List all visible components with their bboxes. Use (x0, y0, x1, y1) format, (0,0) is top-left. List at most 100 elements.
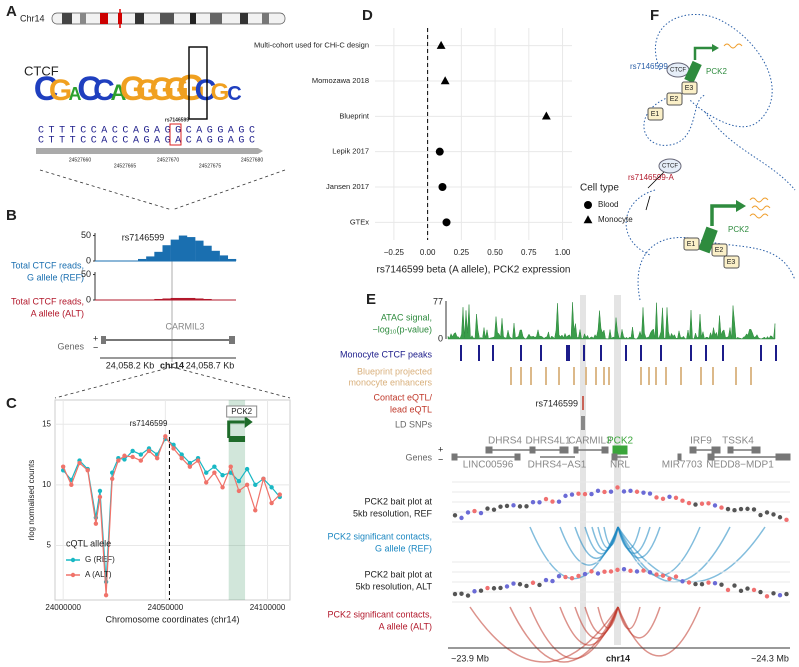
logo-letter: G (164, 71, 189, 107)
bait-point (628, 568, 633, 574)
legend-swatch (70, 572, 76, 578)
bait-point (641, 490, 646, 495)
y-tick-label: 50 (81, 230, 91, 240)
logo-letter: C (77, 70, 102, 108)
logo-letter: G (150, 71, 175, 107)
track-label: −log₁₀(p-value) (372, 324, 432, 334)
bait-point (582, 491, 588, 497)
enhancer (735, 367, 737, 385)
marker-label: rs7146599 (130, 419, 168, 428)
bait-point (563, 574, 568, 580)
snp-label: rs7146599 (535, 398, 578, 408)
track-label: Monocyte CTCF peaks (340, 349, 433, 359)
axis-label: chr14 (606, 653, 630, 663)
point (277, 492, 282, 497)
bait-point (459, 515, 464, 521)
ideogram (51, 9, 286, 28)
bait-point (569, 492, 575, 497)
bait-point (589, 569, 594, 574)
point (541, 111, 551, 120)
bait-point (530, 500, 536, 505)
enhancer (680, 367, 682, 385)
bait-point (595, 488, 601, 494)
bait-point (660, 496, 666, 501)
gene-label: DHRS4L1 (525, 436, 570, 447)
bait-point (660, 573, 666, 578)
axis-label: chr14 (160, 360, 184, 370)
contact-arc (603, 526, 619, 547)
ctcf-label: CTCF (662, 164, 678, 170)
bait-point (706, 580, 711, 585)
ld-snps (581, 416, 585, 430)
axis-label: ~24.3 Mb (751, 653, 789, 663)
gene-label: PCK2 (728, 225, 749, 234)
coordinate-label: 24527665 (114, 163, 136, 169)
bait-point (576, 491, 581, 496)
point (179, 452, 184, 457)
bait-point (550, 578, 555, 584)
gene-label: LINC00596 (463, 460, 514, 471)
point (236, 479, 242, 484)
snp-label: rs7146599-G (630, 62, 677, 71)
bait-point (686, 580, 692, 585)
x-tick-label: 0.25 (454, 248, 470, 257)
gene-models (451, 445, 791, 461)
bait-point (745, 506, 750, 512)
bait-point (504, 584, 510, 589)
x-tick-label: 24050000 (148, 603, 184, 612)
y-axis-label: rlog normalised counts (27, 460, 36, 540)
enhancer-track (510, 367, 752, 385)
bait-point (602, 569, 607, 574)
enhancer-label: E3 (727, 259, 736, 266)
enhancer-label: E2 (670, 96, 679, 103)
panel-label: D (362, 7, 373, 24)
track-label: G allele (REF) (27, 272, 84, 282)
logo-letter: A (69, 84, 82, 104)
bait-point (725, 506, 731, 512)
bait-point (485, 585, 490, 591)
peak (775, 345, 777, 361)
enhancer (712, 367, 714, 385)
bait-point (693, 502, 698, 507)
bait-point (680, 498, 685, 503)
panel-label: A (6, 3, 17, 20)
gene-arrow-head (244, 416, 253, 428)
bait-point (699, 581, 705, 587)
bait-point (589, 491, 594, 497)
logo-letter: C (93, 74, 115, 107)
enhancer-label: E1 (651, 111, 660, 118)
enhancer (585, 367, 587, 385)
enhancer (655, 367, 657, 385)
bait-point (771, 591, 776, 596)
point (116, 458, 121, 463)
bait-point (511, 503, 516, 508)
ref-sequence: CTTTCCACCAGAGGCAGGAGC (38, 126, 255, 137)
bait-point (784, 591, 789, 597)
gene-label: DHRS4 (488, 436, 522, 447)
gene-label: TSSK4 (722, 436, 754, 447)
bait-point (719, 505, 724, 510)
point (130, 454, 135, 460)
bar (138, 258, 147, 261)
bait-point (758, 589, 763, 595)
bait-point (751, 587, 757, 593)
bar (219, 255, 229, 261)
bait-point (550, 499, 555, 504)
point (204, 470, 209, 475)
peak (625, 345, 627, 361)
coordinate-labels: 24527660 24527665 24527670 24527675 2452… (69, 157, 263, 169)
y-tick-label: 0 (86, 294, 91, 304)
point (154, 455, 160, 461)
point (195, 458, 201, 463)
peak (566, 345, 568, 361)
bait-point (738, 506, 744, 512)
track-scale: 77 (433, 296, 443, 306)
track-label: Contact eQTL/ (373, 392, 432, 402)
bait-point (777, 593, 783, 598)
x-tick-label: 0.75 (521, 248, 537, 257)
legend-title: cQTL allele (66, 538, 111, 548)
point (138, 458, 144, 463)
bait-point (654, 572, 659, 577)
bait-point (680, 579, 685, 584)
